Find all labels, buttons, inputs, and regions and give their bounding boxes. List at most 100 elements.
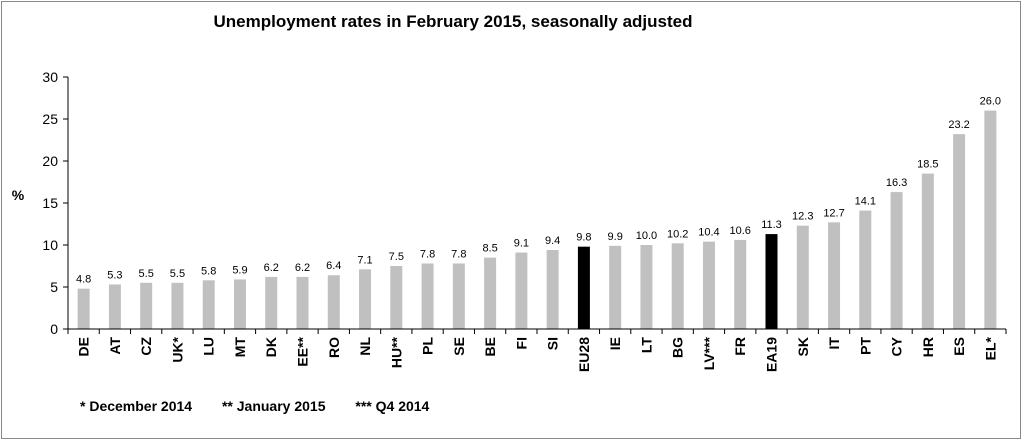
bar-SI bbox=[546, 250, 559, 329]
bar-SK bbox=[796, 225, 809, 329]
bar-DK bbox=[265, 276, 278, 329]
value-label-NL: 7.1 bbox=[357, 254, 372, 266]
bar-BE bbox=[484, 257, 497, 329]
category-label-FI: FI bbox=[513, 337, 529, 349]
category-label-PL: PL bbox=[420, 337, 436, 355]
value-label-PL: 7.8 bbox=[420, 248, 435, 260]
category-label-UK: UK* bbox=[169, 336, 185, 362]
y-tick-label-5: 25 bbox=[42, 111, 58, 127]
y-tick-label-6: 30 bbox=[42, 69, 58, 85]
bar-PL bbox=[421, 263, 434, 329]
value-label-FI: 9.1 bbox=[514, 238, 529, 250]
y-tick-label-2: 10 bbox=[42, 237, 58, 253]
bar-FR bbox=[734, 239, 747, 329]
bar-EA19 bbox=[765, 234, 778, 329]
bar-IE bbox=[609, 245, 622, 329]
value-label-SI: 9.4 bbox=[545, 235, 560, 247]
footnote-2: ** January 2015 bbox=[221, 398, 326, 414]
bar-AT bbox=[108, 284, 121, 329]
bar-IT bbox=[828, 222, 841, 329]
category-label-LT: LT bbox=[638, 337, 654, 354]
category-label-SE: SE bbox=[451, 337, 467, 356]
footnote-3: *** Q4 2014 bbox=[355, 398, 430, 414]
bar-MT bbox=[233, 279, 246, 329]
category-label-HR: HR bbox=[920, 337, 936, 357]
bar-CY bbox=[890, 192, 903, 329]
bar-LV bbox=[702, 241, 715, 329]
value-label-DK: 6.2 bbox=[264, 262, 279, 274]
bar-LU bbox=[202, 280, 215, 329]
footnote-1: * December 2014 bbox=[80, 398, 193, 414]
value-label-IT: 12.7 bbox=[823, 207, 844, 219]
value-label-IE: 9.9 bbox=[608, 231, 623, 243]
category-label-RO: RO bbox=[326, 337, 342, 358]
category-label-EL: EL* bbox=[982, 336, 998, 360]
category-label-NL: NL bbox=[357, 337, 373, 356]
value-label-MT: 5.9 bbox=[232, 264, 247, 276]
bar-CZ bbox=[140, 282, 153, 329]
category-label-EU28: EU28 bbox=[576, 337, 592, 372]
y-tick-label-3: 15 bbox=[42, 195, 58, 211]
value-label-EE: 6.2 bbox=[295, 262, 310, 274]
x-axis: DE AT CZ UK* LU MT DK EE** RO NL HU** PL SE BE FI SI EU2… bbox=[67, 328, 1007, 372]
value-label-PT: 14.1 bbox=[855, 196, 876, 208]
category-label-CY: CY bbox=[889, 336, 905, 356]
y-tick-label-1: 5 bbox=[50, 279, 58, 295]
value-label-CZ: 5.5 bbox=[139, 268, 154, 280]
category-label-LV: LV*** bbox=[701, 336, 717, 370]
chart-title: Unemployment rates in February 2015, sea… bbox=[213, 12, 692, 31]
category-label-FR: FR bbox=[732, 337, 748, 356]
footnotes: * December 2014 ** January 2015 *** Q4 2… bbox=[80, 398, 455, 414]
category-label-SK: SK bbox=[795, 337, 811, 356]
bar-ES bbox=[953, 134, 966, 329]
value-label-AT: 5.3 bbox=[107, 269, 122, 281]
category-label-BG: BG bbox=[670, 337, 686, 358]
category-label-PT: PT bbox=[857, 337, 873, 355]
category-label-BE: BE bbox=[482, 337, 498, 356]
category-label-DE: DE bbox=[76, 337, 92, 356]
category-label-MT: MT bbox=[232, 337, 248, 358]
value-label-FR: 10.6 bbox=[730, 225, 751, 237]
bar-HR bbox=[921, 173, 934, 329]
bars: 4.8 5.3 5.5 5.5 5.8 5.9 6.2 6.2 6.4 7.1 7.5 7.8 7.8 8… bbox=[76, 96, 1001, 329]
value-label-EL: 26.0 bbox=[980, 96, 1001, 108]
y-tick-label-4: 20 bbox=[42, 153, 58, 169]
value-label-BG: 10.2 bbox=[667, 228, 688, 240]
y-axis-label: % bbox=[12, 187, 25, 203]
category-label-SI: SI bbox=[545, 337, 561, 350]
category-label-EA19: EA19 bbox=[764, 337, 780, 372]
value-label-EA19: 11.3 bbox=[761, 219, 782, 231]
category-label-DK: DK bbox=[263, 337, 279, 357]
value-label-LV: 10.4 bbox=[698, 227, 719, 239]
category-label-HU: HU** bbox=[388, 336, 404, 368]
value-label-HR: 18.5 bbox=[917, 159, 938, 171]
bar-PT bbox=[859, 210, 872, 329]
value-label-EU28: 9.8 bbox=[576, 232, 591, 244]
category-label-EE: EE** bbox=[295, 336, 311, 366]
value-label-UK: 5.5 bbox=[170, 268, 185, 280]
value-label-CY: 16.3 bbox=[886, 177, 907, 189]
bar-EU28 bbox=[577, 246, 590, 329]
bar-FI bbox=[515, 252, 528, 329]
value-label-RO: 6.4 bbox=[326, 260, 341, 272]
category-label-ES: ES bbox=[951, 337, 967, 356]
bar-SE bbox=[452, 263, 465, 329]
bar-EE bbox=[296, 276, 309, 329]
value-label-LT: 10.0 bbox=[636, 230, 657, 242]
category-label-CZ: CZ bbox=[138, 337, 154, 356]
value-label-DE: 4.8 bbox=[76, 274, 91, 286]
bar-NL bbox=[359, 269, 372, 329]
category-label-IT: IT bbox=[826, 337, 842, 350]
value-label-BE: 8.5 bbox=[482, 243, 497, 255]
bar-EL bbox=[984, 110, 997, 329]
category-label-AT: AT bbox=[107, 337, 123, 355]
bar-DE bbox=[77, 288, 90, 329]
bar-BG bbox=[671, 243, 684, 329]
category-label-IE: IE bbox=[607, 337, 623, 350]
value-label-ES: 23.2 bbox=[948, 119, 969, 131]
y-axis: 0 5 10 15 20 25 30 bbox=[42, 69, 69, 337]
value-label-SE: 7.8 bbox=[451, 248, 466, 260]
bar-UK bbox=[171, 282, 184, 329]
